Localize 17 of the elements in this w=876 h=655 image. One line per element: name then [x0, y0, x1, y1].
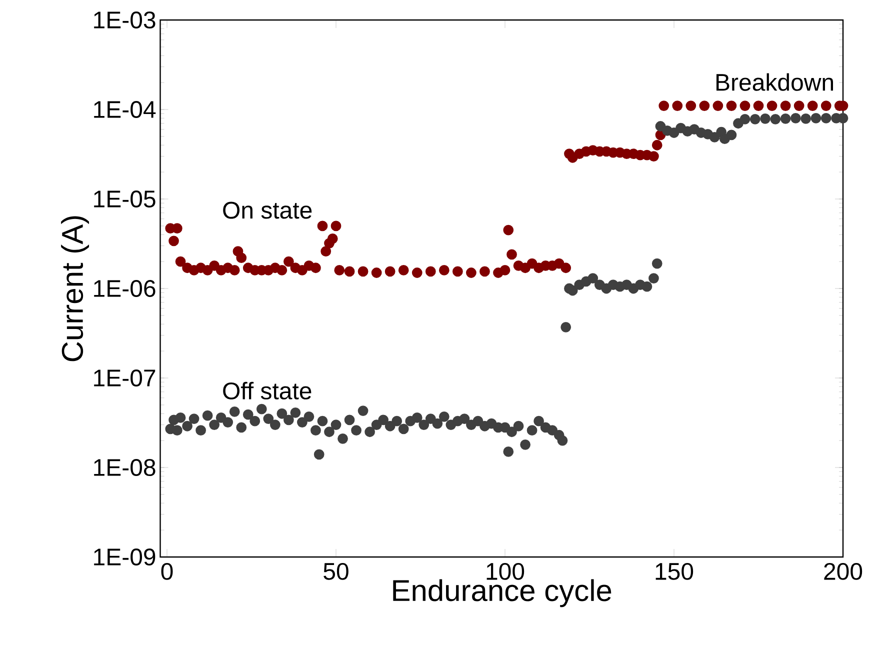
y-tick-label: 1E-09 — [94, 548, 156, 566]
x-axis-title: Endurance cycle — [393, 579, 612, 608]
y-tick-label: 1E-03 — [94, 12, 156, 28]
y-tick-label: 1E-08 — [94, 459, 156, 476]
y-tick-label: 1E-06 — [94, 280, 156, 297]
y-axis-title: Current (A) — [61, 216, 90, 362]
x-tick-label: 0 — [161, 562, 173, 580]
y-tick-label: 1E-05 — [94, 190, 156, 208]
series-label: Off state — [223, 382, 312, 400]
x-tick-label: 200 — [824, 562, 862, 580]
x-tick-label: 100 — [486, 562, 524, 580]
series-label: On state — [223, 202, 312, 219]
y-tick-label: 1E-07 — [94, 370, 156, 386]
x-tick-label: 150 — [656, 562, 694, 580]
annotation: Breakdown — [716, 73, 834, 91]
x-tick-label: 50 — [324, 562, 348, 580]
y-tick-label: 1E-04 — [94, 101, 156, 118]
